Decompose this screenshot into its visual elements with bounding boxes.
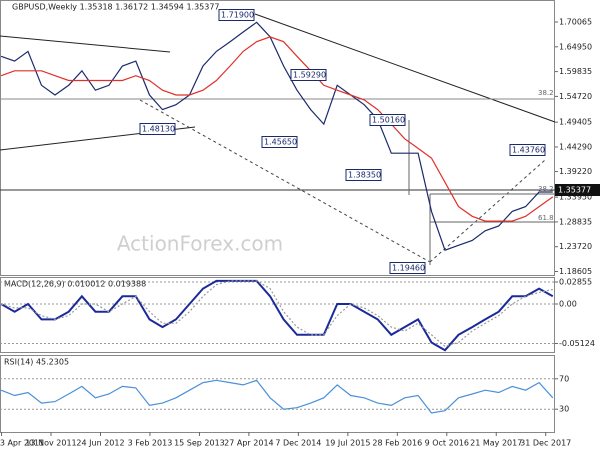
annotation-box <box>139 123 176 135</box>
x-tick-label: 21 May 2017 <box>470 439 522 448</box>
annotation: 1.48130 <box>142 125 175 134</box>
y-tick-label: 1.33950 <box>559 193 592 202</box>
x-tick-label: 19 Jul 2015 <box>325 439 370 448</box>
annotation-box <box>218 9 255 21</box>
x-tick-label: 9 Oct 2016 <box>425 439 469 448</box>
chart-title: GBPUSD,Weekly 1.35318 1.36172 1.34594 1.… <box>12 3 220 12</box>
x-tick-label: 31 Dec 2017 <box>520 439 571 448</box>
y-tick-label: 1.54720 <box>559 92 592 101</box>
y-tick-label: 0.00 <box>559 299 577 308</box>
x-tick-label: 15 Sep 2013 <box>174 439 225 448</box>
series-line <box>0 379 554 414</box>
level-label: 38.2 <box>538 89 554 97</box>
y-tick-label: 1.44290 <box>559 142 592 151</box>
annotation-box <box>345 169 382 181</box>
y-tick-label: 1.39220 <box>559 167 592 176</box>
x-tick-label: 3 Apr 2011 <box>0 439 44 448</box>
x-tick-label: 13 Nov 2011 <box>25 439 76 448</box>
trendline <box>139 99 431 263</box>
trendline <box>254 13 556 123</box>
y-tick-label: 1.64950 <box>559 42 592 51</box>
x-tick-label: 3 Feb 2013 <box>128 439 173 448</box>
annotation: 1.59290 <box>293 71 326 80</box>
series-line <box>0 36 554 222</box>
level-label: 61.8 <box>538 214 554 222</box>
trendline <box>0 35 171 53</box>
macd-title: MACD(12,26,9) 0.010012 0.019388 <box>4 280 146 289</box>
annotation: 1.38350 <box>348 171 381 180</box>
series-line <box>0 21 553 251</box>
annotation-box <box>290 69 327 81</box>
price-tag-label: 1.35377 <box>558 186 591 195</box>
rsi-title: RSI(14) 45.2305 <box>4 358 69 367</box>
y-tick-label: 1.49405 <box>559 118 592 127</box>
y-tick-label: 1.23720 <box>559 242 592 251</box>
y-tick-label: 1.18605 <box>559 267 592 276</box>
x-tick-label: 28 Feb 2016 <box>372 439 422 448</box>
annotation-box <box>261 136 298 148</box>
x-tick-label: 27 Apr 2014 <box>224 439 273 448</box>
annotation: 1.45650 <box>264 138 297 147</box>
y-tick-label: -0.05124 <box>559 339 595 348</box>
annotation-box <box>369 114 406 126</box>
y-tick-label: 1.59835 <box>559 67 592 76</box>
level-label: 38.2 <box>538 185 554 193</box>
series-line <box>0 279 554 352</box>
annotation: 1.50160 <box>372 116 405 125</box>
series-line <box>0 280 553 348</box>
y-tick-label: 1.70065 <box>559 18 592 27</box>
y-tick-label: 0.02855 <box>559 277 592 286</box>
annotation-box <box>389 262 426 274</box>
y-tick-label: 30 <box>559 405 569 414</box>
y-tick-label: 70 <box>559 374 569 383</box>
annotation-box <box>509 144 546 156</box>
macd-panel <box>0 277 555 353</box>
price-tag <box>555 184 600 196</box>
y-tick-label: 1.28835 <box>559 217 592 226</box>
price-panel <box>0 0 555 276</box>
x-tick-label: 24 Jun 2012 <box>76 439 124 448</box>
rsi-panel <box>0 355 555 433</box>
watermark: ActionForex.com <box>117 232 283 256</box>
annotation: 1.43760 <box>512 146 545 155</box>
annotation: 1.19460 <box>392 264 425 273</box>
x-tick-label: 7 Dec 2014 <box>275 439 321 448</box>
annotation: 1.71900 <box>221 11 254 20</box>
trendline <box>429 159 546 263</box>
